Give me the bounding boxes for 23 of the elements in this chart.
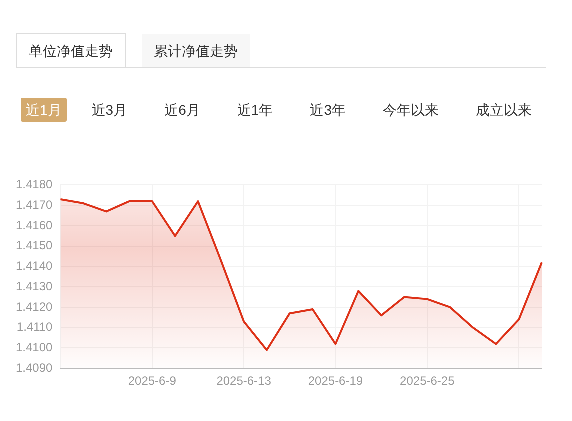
y-tick-label: 1.4130 [16,279,54,294]
text: 累计净值走势 [142,34,250,67]
text: 今年以来 [382,101,440,120]
text: 近1年 [236,101,274,120]
text: 近1月 [21,98,67,122]
text: 成立以来 [474,101,533,120]
y-tick-label: 1.4090 [16,360,54,375]
y-tick-label: 1.4110 [16,320,54,334]
x-tick-label: 2025-6-19 [308,374,364,388]
text: 单位净值走势 [16,33,126,67]
y-tick-label: 1.4160 [16,218,54,232]
y-tick-label: 1.4170 [16,198,54,212]
y-tick-label: 1.4140 [16,259,54,274]
text: 近3年 [309,101,347,120]
y-tick-label: 1.4120 [16,300,54,314]
text: 近6月 [164,101,202,120]
x-tick-label: 2025-6-13 [216,374,272,388]
y-tick-label: 1.4180 [16,178,54,192]
x-tick-label: 2025-6-9 [128,374,177,388]
y-tick-label: 1.4150 [16,238,54,253]
text: 近3月 [90,101,129,120]
y-tick-label: 1.4100 [16,340,54,355]
x-tick-label: 2025-6-25 [400,374,456,388]
